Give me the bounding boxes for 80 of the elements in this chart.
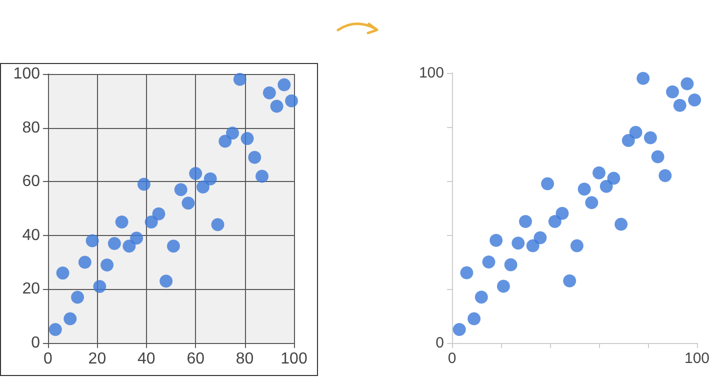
point	[240, 132, 254, 146]
point	[86, 234, 99, 248]
y-tick-label: 60	[22, 173, 40, 190]
point	[78, 256, 92, 269]
x-tick-label: 80	[236, 350, 254, 368]
point	[504, 258, 518, 272]
point	[585, 196, 598, 210]
x-tick-label: 100	[280, 350, 308, 368]
point	[658, 169, 672, 182]
point	[204, 172, 217, 186]
point	[270, 100, 284, 113]
point	[629, 126, 642, 139]
point	[460, 266, 474, 280]
point	[100, 258, 114, 272]
point	[233, 72, 246, 86]
point	[130, 232, 144, 245]
point	[651, 150, 664, 164]
point	[196, 180, 210, 194]
point	[636, 72, 650, 85]
point	[688, 94, 702, 106]
point	[64, 312, 77, 326]
point	[680, 77, 694, 90]
point	[115, 215, 128, 228]
point	[512, 236, 525, 250]
point	[556, 206, 569, 220]
point	[673, 98, 686, 112]
y-tick-label: 40	[22, 226, 40, 244]
point	[166, 240, 180, 253]
point	[541, 177, 554, 190]
point	[152, 207, 166, 220]
x-tick-label: 0	[44, 350, 53, 368]
point	[519, 215, 532, 228]
point	[563, 274, 576, 288]
point	[474, 290, 488, 304]
point	[600, 180, 613, 193]
point	[468, 312, 481, 326]
x-tick-label: 60	[186, 350, 205, 368]
point	[160, 274, 173, 288]
x-tick-label: 20	[88, 350, 106, 368]
point	[189, 167, 202, 180]
point	[71, 290, 84, 304]
point	[137, 178, 150, 191]
point	[122, 240, 136, 253]
point	[526, 239, 540, 252]
point	[262, 86, 276, 100]
point	[48, 323, 62, 336]
point	[56, 266, 70, 280]
x-tick-label: 100	[684, 350, 710, 367]
point	[592, 166, 606, 180]
point	[644, 131, 657, 144]
point	[534, 231, 547, 244]
point	[278, 78, 291, 92]
point	[578, 182, 591, 196]
point	[666, 85, 679, 98]
point	[182, 196, 195, 210]
point	[614, 218, 628, 231]
point	[548, 215, 562, 228]
x-tick-label: 0	[448, 350, 456, 367]
point	[93, 280, 106, 294]
point	[226, 126, 239, 140]
point	[452, 323, 466, 336]
y-tick-label: 20	[22, 280, 40, 298]
point	[108, 236, 121, 250]
point	[607, 172, 620, 185]
point	[482, 256, 496, 268]
point	[285, 94, 298, 108]
point	[144, 215, 158, 228]
point	[218, 134, 232, 148]
y-tick-label: 80	[22, 119, 40, 136]
point	[570, 239, 584, 252]
y-tick-label: 0	[31, 334, 40, 352]
point	[622, 134, 635, 147]
point	[490, 234, 503, 247]
y-tick-label: 100	[13, 66, 40, 82]
point	[496, 280, 510, 293]
x-tick-label: 40	[138, 350, 156, 368]
point	[248, 150, 262, 164]
point	[256, 170, 269, 183]
point	[174, 183, 188, 196]
point	[211, 218, 224, 232]
